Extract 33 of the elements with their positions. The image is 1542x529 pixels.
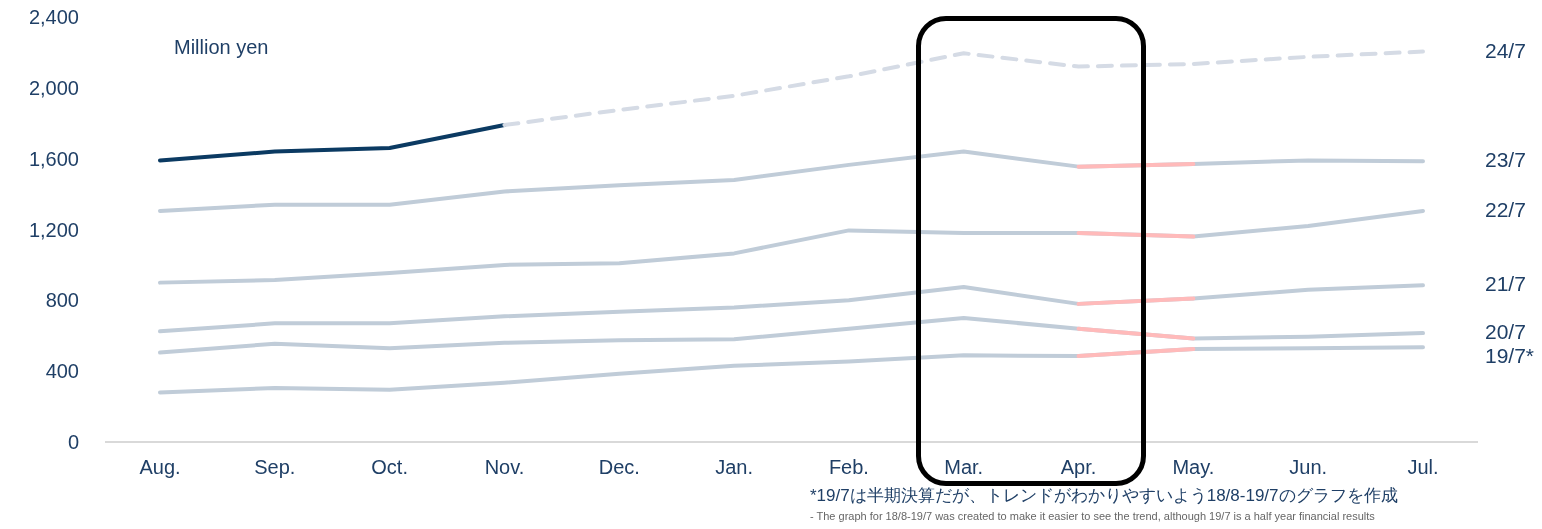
x-tick-label: Apr. bbox=[1060, 456, 1097, 479]
y-tick-label: 800 bbox=[45, 289, 79, 312]
text: 24/7 bbox=[1485, 38, 1526, 62]
x-tick-label: Jul. bbox=[1407, 456, 1439, 479]
line-series bbox=[158, 345, 1425, 395]
x-tick-label: Dec. bbox=[598, 456, 640, 479]
text: 20/7 bbox=[1485, 320, 1526, 344]
text: 22/7 bbox=[1485, 197, 1526, 221]
x-tick-label: Sep. bbox=[254, 456, 296, 479]
y-tick-label: 1,200 bbox=[28, 218, 79, 241]
text: 19/7* bbox=[1485, 344, 1535, 368]
text: *19/7は半期決算だが、トレンドがわかりやすいよう18/8-19/7のグラフを作成 bbox=[810, 485, 1398, 507]
y-tick-label: 2,000 bbox=[28, 76, 79, 99]
y-tick-label: 0 bbox=[67, 431, 79, 454]
text: - The graph for 18/8-19/7 was created to make it easier to see the trend, although 19/7 is a half year financial results bbox=[810, 510, 1375, 522]
y-tick-label: 1,600 bbox=[28, 147, 79, 170]
x-tick-label: Oct. bbox=[371, 456, 408, 479]
text: 21/7 bbox=[1485, 272, 1526, 296]
line-series bbox=[502, 49, 1425, 128]
y-tick-label: 400 bbox=[45, 360, 79, 383]
x-tick-label: Mar. bbox=[944, 456, 984, 479]
line-series bbox=[158, 149, 1425, 213]
x-tick-label: Feb. bbox=[828, 456, 869, 479]
line-series bbox=[158, 208, 1425, 285]
x-tick-label: Jun. bbox=[1289, 456, 1328, 479]
y-tick-label: 2,400 bbox=[28, 6, 79, 29]
y-axis-title: Million yen bbox=[174, 36, 269, 59]
text: 23/7 bbox=[1485, 148, 1526, 172]
x-tick-label: Aug. bbox=[139, 456, 181, 479]
x-tick-label: Jan. bbox=[715, 456, 753, 479]
x-tick-label: Nov. bbox=[484, 456, 525, 479]
line-series bbox=[158, 316, 1425, 355]
x-tick-label: May. bbox=[1172, 456, 1215, 479]
